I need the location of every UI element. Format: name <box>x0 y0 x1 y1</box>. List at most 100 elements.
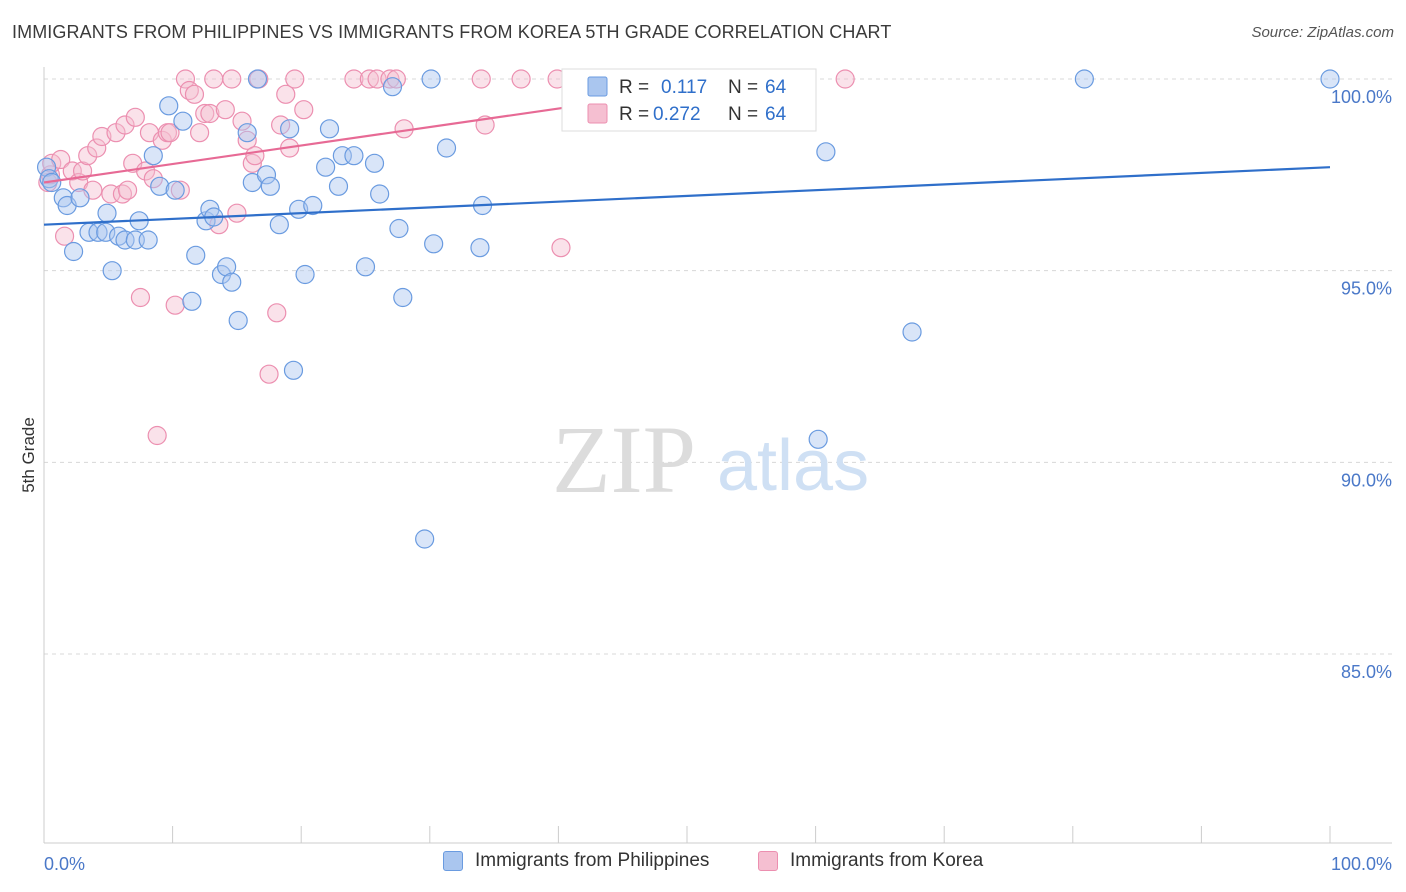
philippines-point <box>319 119 340 139</box>
x-tick-label: 0.0% <box>44 854 85 874</box>
korea-point <box>184 84 205 104</box>
watermark-zip: ZIP <box>552 406 696 513</box>
korea-point <box>160 123 180 143</box>
korea-point <box>117 180 138 200</box>
korea-point <box>170 180 190 200</box>
philippines-point <box>186 245 206 265</box>
korea-point <box>511 69 531 89</box>
philippines-point <box>217 257 237 277</box>
korea-point <box>200 103 220 124</box>
legend-item-philippines[interactable]: Immigrants from Philippines <box>443 850 709 872</box>
philippines-point <box>115 230 135 250</box>
korea-point <box>112 184 133 204</box>
philippines-point <box>138 230 158 250</box>
korea-point <box>344 69 364 89</box>
philippines-point <box>269 215 289 235</box>
philippines-point <box>63 241 84 262</box>
philippines-point <box>143 146 163 166</box>
philippines-point <box>222 272 242 292</box>
philippines-point <box>70 188 90 208</box>
legend-swatch-korea <box>758 851 778 871</box>
y-axis-label: 5th Grade <box>19 417 38 493</box>
korea-point <box>125 107 145 127</box>
philippines-point <box>237 123 257 143</box>
korea-point <box>190 123 210 143</box>
stats-n-value: 64 <box>765 77 787 98</box>
philippines-point <box>303 195 323 216</box>
tick-labels: 85.0% 90.0% 95.0% 100.0% 0.0% 100.0% <box>44 87 1392 874</box>
legend-label-korea: Immigrants from Korea <box>790 850 984 871</box>
korea-point <box>267 303 287 323</box>
korea-point <box>143 169 163 189</box>
stats-swatch-philippines <box>587 76 608 97</box>
series-philippines-points <box>36 69 1340 549</box>
philippines-point <box>159 96 179 116</box>
philippines-point <box>902 322 922 342</box>
korea-point <box>237 130 257 150</box>
x-tick-label: 100.0% <box>1331 854 1392 874</box>
stats-n-value: 64 <box>765 104 787 125</box>
stats-n-label: N = <box>728 104 758 125</box>
philippines-point <box>364 153 385 173</box>
philippines-point <box>260 176 280 196</box>
korea-point <box>294 100 314 120</box>
stats-r-label: R = <box>619 104 649 125</box>
philippines-point <box>96 222 116 242</box>
legend-item-korea[interactable]: Immigrants from Korea <box>758 850 983 872</box>
philippines-point <box>436 138 457 158</box>
philippines-point <box>295 264 315 285</box>
philippines-point <box>421 69 441 89</box>
philippines-point <box>228 310 248 331</box>
philippines-point <box>415 529 435 549</box>
philippines-point <box>247 69 268 89</box>
source-credit: Source: ZipAtlas.com <box>1251 24 1394 41</box>
korea-point <box>130 287 151 308</box>
korea-point <box>285 69 305 89</box>
korea-point <box>551 238 571 258</box>
philippines-point <box>344 146 364 166</box>
philippines-point <box>150 176 170 196</box>
philippines-point <box>102 261 122 281</box>
axes <box>43 67 1392 844</box>
korea-point <box>222 69 242 89</box>
legend-label-philippines: Immigrants from Philippines <box>475 850 710 871</box>
korea-point <box>359 69 379 89</box>
stats-n-label: N = <box>728 77 758 98</box>
grid-lines <box>44 78 1392 655</box>
philippines-point <box>256 165 277 185</box>
stats-r-value: 0.272 <box>653 104 701 125</box>
korea-point <box>835 69 855 89</box>
philippines-point <box>280 119 300 139</box>
philippines-point <box>470 238 490 258</box>
korea-point <box>92 126 112 147</box>
korea-point <box>471 69 491 89</box>
philippines-point <box>389 218 409 239</box>
korea-point <box>175 69 196 89</box>
korea-point <box>380 69 400 89</box>
korea-point <box>215 100 235 120</box>
philippines-point <box>1320 69 1340 89</box>
philippines-point <box>355 257 376 277</box>
philippines-point <box>173 111 193 131</box>
stats-box: R = 0.117 N = 64 R = 0.272 N = 64 <box>561 68 817 132</box>
trend-line-philippines <box>43 166 1331 226</box>
legend: Immigrants from Philippines Immigrants f… <box>0 850 1406 880</box>
y-tick-label: 100.0% <box>1331 87 1392 107</box>
philippines-point <box>332 146 352 166</box>
stats-r-value: 0.117 <box>661 77 707 98</box>
korea-point <box>227 203 247 223</box>
philippines-point <box>316 157 336 177</box>
korea-point <box>204 69 224 89</box>
watermark-atlas: atlas <box>717 426 869 506</box>
philippines-point <box>808 429 828 449</box>
philippines-point <box>1074 69 1094 89</box>
korea-point <box>179 80 199 101</box>
korea-point <box>147 425 167 446</box>
philippines-point <box>97 203 117 223</box>
y-tick-label: 95.0% <box>1341 279 1392 299</box>
philippines-point <box>165 180 185 200</box>
y-tick-label: 90.0% <box>1341 470 1392 490</box>
philippines-point <box>328 176 349 196</box>
korea-point <box>54 226 75 246</box>
